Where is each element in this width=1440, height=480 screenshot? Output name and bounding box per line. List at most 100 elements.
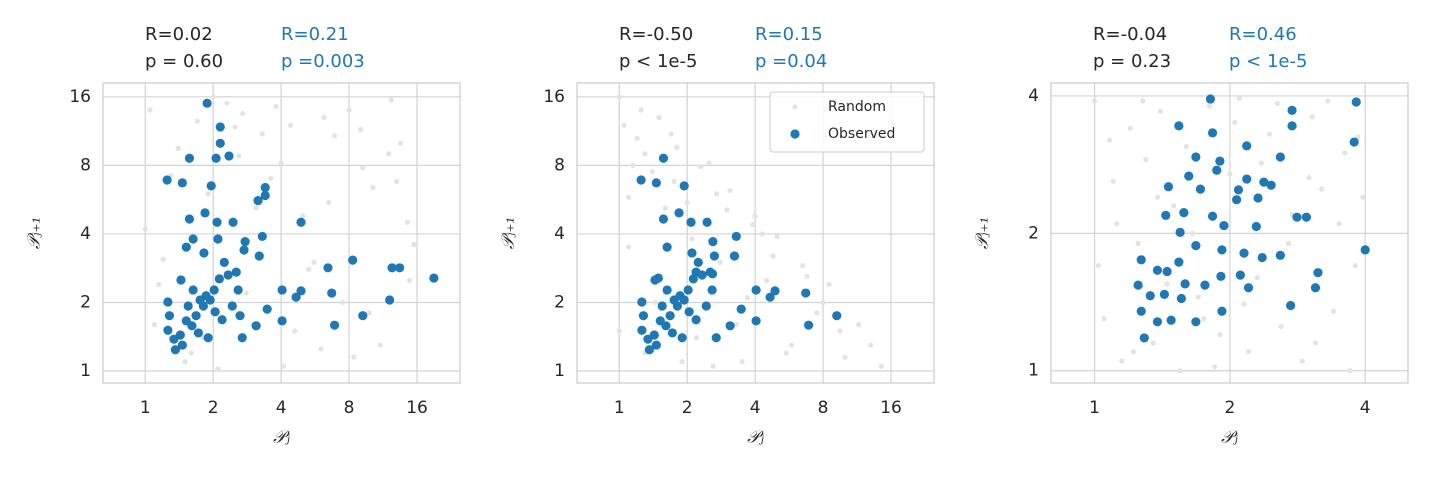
random-point [175,145,181,151]
observed-point [170,345,180,355]
random-point [1319,186,1325,192]
observed-point [658,153,669,163]
observed-point [1232,195,1242,205]
random-point [404,219,410,225]
observed-point [725,321,735,331]
legend-label: Observed [828,126,895,142]
random-point [240,111,246,117]
observed-point [237,333,247,343]
observed-point [751,316,761,326]
random-point [1127,125,1133,131]
random-point [377,342,383,348]
random-point [820,299,826,306]
random-point [1342,150,1348,156]
random-point [662,205,668,211]
observed-point [206,181,216,191]
random-point [346,107,352,113]
axes-frame [1050,82,1409,384]
observed-point [729,251,740,261]
random-point [1347,368,1353,374]
observed-point [1175,227,1185,237]
observed-point [327,288,337,298]
observed-point [224,151,234,161]
stat-annotation: p < 1e-5 [619,51,697,72]
legend-box [769,91,925,153]
observed-point [1233,185,1244,195]
observed-point [262,304,272,314]
observed-point [1310,283,1321,293]
observed-point [711,333,721,343]
random-point [1212,364,1218,370]
observed-point [260,190,270,201]
observed-point [235,311,245,321]
observed-point [175,330,185,340]
random-point [243,290,249,296]
random-point [1091,98,1098,104]
random-point [321,114,327,120]
observed-point [637,325,647,335]
random-point [1330,308,1337,314]
stat-annotation: p =0.003 [281,51,365,72]
observed-point [191,311,201,321]
random-point [1189,230,1195,236]
random-point [1254,274,1260,281]
observed-point [1207,211,1218,221]
random-point [733,321,739,328]
random-point [1195,294,1201,300]
random-point [625,194,632,200]
random-point [856,321,862,328]
random-point [1360,194,1366,200]
observed-point [162,175,172,185]
observed-point [1133,280,1143,290]
random-point [684,199,690,206]
y-tick-label: 16 [69,87,91,107]
random-point [1306,174,1312,181]
random-point [1325,98,1331,104]
observed-point [184,214,195,224]
observed-point [188,285,198,295]
random-point [1095,262,1102,269]
observed-point [1184,171,1194,181]
random-point [366,310,372,316]
random-point [783,350,789,356]
y-axis-label: 𝒫ⱼ₊₁ [25,217,45,250]
observed-point [210,307,220,317]
random-point [147,107,153,113]
x-tick-label: 2 [682,398,693,418]
observed-point [1174,257,1184,267]
observed-point [662,285,672,295]
random-point [1299,358,1306,364]
observed-point [253,196,263,206]
y-axis-label: 𝒫ⱼ₊₁ [973,217,993,250]
random-point [1336,221,1342,227]
random-point [1130,349,1136,355]
observed-point [200,208,210,218]
observed-point [1275,250,1285,260]
observed-point [199,248,209,258]
observed-point [184,153,195,163]
observed-point [687,248,697,258]
random-point [210,94,216,100]
random-point [656,114,662,120]
random-point [1114,221,1120,227]
x-tick-label: 4 [1360,398,1371,418]
x-tick-label: 2 [208,398,219,418]
observed-point [202,98,212,108]
random-point [770,253,776,259]
random-point [774,233,780,240]
observed-point [176,275,186,285]
observed-point [239,245,249,255]
random-point [1140,98,1146,104]
random-point [744,295,751,301]
observed-point [1191,241,1201,251]
random-point [800,263,806,269]
legend-marker [790,129,800,139]
random-point [727,187,733,194]
observed-point [1242,141,1252,151]
random-point [194,118,200,124]
random-point [273,103,279,110]
x-tick-label: 16 [880,398,902,418]
legend-marker [792,104,798,110]
observed-point [731,231,741,242]
observed-point [1136,255,1146,265]
